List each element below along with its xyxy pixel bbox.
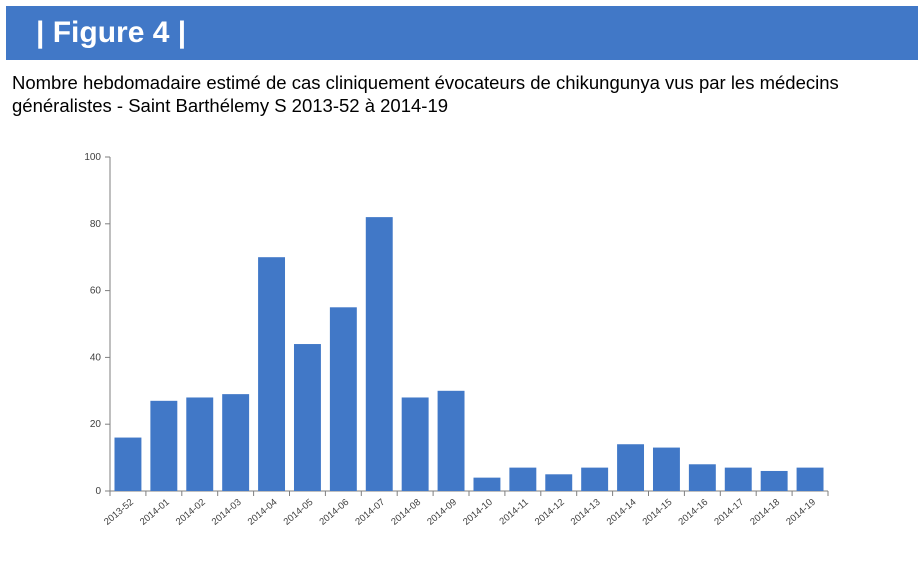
y-tick-label: 40 xyxy=(90,352,102,363)
x-tick-label: 2014-01 xyxy=(138,497,172,528)
bar xyxy=(652,447,680,491)
chart-subtitle-line-1: Nombre hebdomadaire estimé de cas cliniq… xyxy=(12,72,839,93)
x-tick-label: 2014-19 xyxy=(784,497,818,528)
bar xyxy=(760,470,788,491)
figure-title: | Figure 4 | xyxy=(36,16,187,49)
x-tick-label: 2014-02 xyxy=(174,497,208,528)
bar xyxy=(617,444,645,491)
x-tick-label: 2014-12 xyxy=(533,497,567,528)
bar xyxy=(401,397,429,491)
bar xyxy=(222,394,250,491)
bar xyxy=(114,437,142,491)
x-tick-label: 2014-09 xyxy=(425,497,459,528)
bar xyxy=(509,467,537,491)
x-tick-label: 2014-06 xyxy=(317,497,351,528)
bar xyxy=(796,467,824,491)
bar xyxy=(581,467,609,491)
x-tick-label: 2014-18 xyxy=(748,497,782,528)
bar xyxy=(437,390,465,491)
x-tick-label: 2014-05 xyxy=(282,497,316,528)
bar xyxy=(473,477,501,491)
y-tick-label: 0 xyxy=(95,486,101,497)
bar xyxy=(186,397,214,491)
bar xyxy=(258,257,286,491)
y-tick-label: 100 xyxy=(84,152,101,163)
y-tick-label: 20 xyxy=(90,419,102,430)
x-tick-label: 2014-17 xyxy=(712,497,746,528)
y-tick-label: 80 xyxy=(90,219,102,230)
x-tick-label: 2014-14 xyxy=(605,497,639,528)
x-tick-label: 2014-07 xyxy=(353,497,387,528)
x-tick-label: 2014-13 xyxy=(569,497,603,528)
x-tick-label: 2014-10 xyxy=(461,497,495,528)
chart-subtitle: Nombre hebdomadaire estimé de cas cliniq… xyxy=(12,71,912,117)
x-tick-label: 2014-04 xyxy=(246,497,280,528)
x-tick-label: 2014-16 xyxy=(676,497,710,528)
y-tick-label: 60 xyxy=(90,286,102,297)
bar xyxy=(293,344,321,491)
bar xyxy=(688,464,716,491)
x-tick-label: 2014-11 xyxy=(498,497,531,527)
bar xyxy=(329,307,357,491)
bar xyxy=(724,467,752,491)
x-tick-label: 2013-52 xyxy=(102,497,136,528)
figure-header-band: | Figure 4 | xyxy=(6,6,918,60)
x-tick-label: 2014-15 xyxy=(641,497,675,528)
bar xyxy=(545,474,573,491)
bar xyxy=(150,400,178,491)
x-tick-label: 2014-08 xyxy=(389,497,423,528)
chart-subtitle-line-2: généralistes - Saint Barthélemy S 2013-5… xyxy=(12,95,449,116)
x-tick-label: 2014-03 xyxy=(210,497,244,528)
bar xyxy=(365,217,393,491)
